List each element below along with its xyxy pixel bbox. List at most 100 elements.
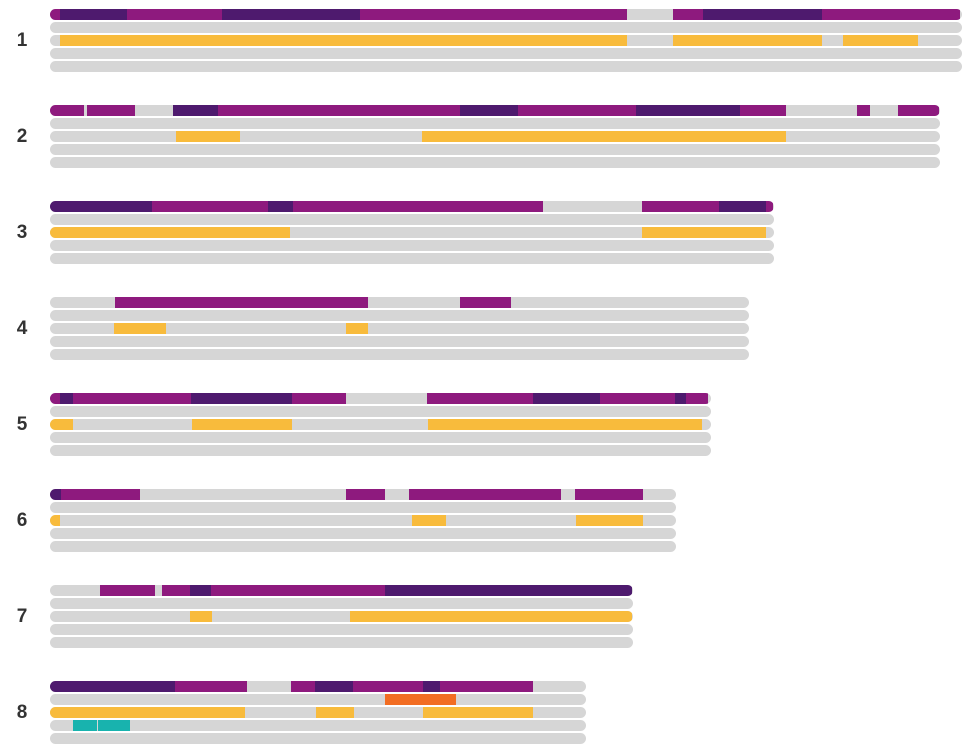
segment-purple bbox=[173, 105, 218, 116]
segment-yellow bbox=[176, 131, 240, 142]
chromosome-4-track-2 bbox=[50, 310, 749, 321]
chromosome-2-track-2 bbox=[50, 118, 940, 129]
chromosome-7-track-1 bbox=[50, 585, 633, 596]
chromosome-2-track-3 bbox=[50, 131, 940, 142]
chromosome-6-track-2 bbox=[50, 502, 676, 513]
segment-yellow bbox=[673, 35, 822, 46]
segment-magenta bbox=[575, 489, 643, 500]
segment-purple bbox=[385, 585, 632, 596]
segment-yellow bbox=[50, 515, 60, 526]
chromosome-5-track-5 bbox=[50, 445, 711, 456]
segment-magenta bbox=[686, 393, 708, 404]
chromosome-6-track-4 bbox=[50, 528, 676, 539]
segment-magenta bbox=[73, 393, 191, 404]
segment-magenta bbox=[115, 297, 368, 308]
segment-magenta bbox=[152, 201, 268, 212]
segment-magenta bbox=[740, 105, 786, 116]
chromosome-1-track-4 bbox=[50, 48, 962, 59]
segment-magenta bbox=[353, 681, 423, 692]
segment-purple bbox=[50, 201, 152, 212]
chromosome-3-track-2 bbox=[50, 214, 774, 225]
chromosome-4-track-3 bbox=[50, 323, 749, 334]
segment-yellow bbox=[350, 611, 632, 622]
segment-magenta bbox=[427, 393, 533, 404]
chromosome-2-track-5 bbox=[50, 157, 940, 168]
chromosome-label-3: 3 bbox=[16, 221, 28, 243]
segment-magenta bbox=[518, 105, 636, 116]
chromosome-3-track-3 bbox=[50, 227, 774, 238]
chromosome-8-track-4 bbox=[50, 720, 586, 731]
chromosome-label-8: 8 bbox=[16, 701, 28, 723]
segment-magenta bbox=[360, 9, 627, 20]
segment-magenta bbox=[50, 9, 60, 20]
segment-purple bbox=[50, 681, 175, 692]
chromosome-2-track-1 bbox=[50, 105, 940, 116]
segment-magenta bbox=[61, 489, 140, 500]
segment-magenta bbox=[857, 105, 870, 116]
segment-yellow bbox=[423, 707, 533, 718]
segment-yellow bbox=[190, 611, 212, 622]
segment-yellow bbox=[192, 419, 292, 430]
chromosome-1-track-1 bbox=[50, 9, 962, 20]
chromosome-5-track-3 bbox=[50, 419, 711, 430]
chromosome-8-track-5 bbox=[50, 733, 586, 744]
segment-orange bbox=[385, 694, 456, 705]
segment-purple bbox=[675, 393, 686, 404]
chromosome-1-track-5 bbox=[50, 61, 962, 72]
segment-magenta bbox=[211, 585, 385, 596]
segment-yellow bbox=[346, 323, 368, 334]
segment-teal bbox=[73, 720, 97, 731]
segment-magenta bbox=[292, 393, 346, 404]
segment-purple bbox=[190, 585, 211, 596]
segment-yellow bbox=[422, 131, 786, 142]
segment-purple bbox=[191, 393, 292, 404]
chromosome-label-2: 2 bbox=[16, 125, 28, 147]
segment-yellow bbox=[428, 419, 702, 430]
chromosome-6-track-3 bbox=[50, 515, 676, 526]
segment-magenta bbox=[822, 9, 960, 20]
chromosome-7-track-3 bbox=[50, 611, 633, 622]
chromosome-3-track-1 bbox=[50, 201, 774, 212]
segment-purple bbox=[460, 105, 518, 116]
segment-magenta bbox=[175, 681, 247, 692]
segment-purple bbox=[60, 393, 73, 404]
chromosome-5-track-1 bbox=[50, 393, 711, 404]
chromosome-5-track-2 bbox=[50, 406, 711, 417]
segment-yellow bbox=[50, 707, 245, 718]
segment-magenta bbox=[87, 105, 135, 116]
segment-magenta bbox=[293, 201, 543, 212]
segment-magenta bbox=[291, 681, 315, 692]
chromosome-label-6: 6 bbox=[16, 509, 28, 531]
segment-magenta bbox=[766, 201, 773, 212]
chromosome-1-track-2 bbox=[50, 22, 962, 33]
segment-purple bbox=[315, 681, 353, 692]
segment-teal bbox=[98, 720, 130, 731]
chromosome-5-track-4 bbox=[50, 432, 711, 443]
segment-magenta bbox=[50, 105, 84, 116]
chromosome-4-track-1 bbox=[50, 297, 749, 308]
segment-magenta bbox=[218, 105, 460, 116]
segment-purple bbox=[268, 201, 293, 212]
segment-purple bbox=[703, 9, 822, 20]
segment-yellow bbox=[50, 227, 290, 238]
segment-magenta bbox=[673, 9, 703, 20]
segment-purple bbox=[60, 9, 127, 20]
segment-purple bbox=[423, 681, 440, 692]
chromosome-8-track-3 bbox=[50, 707, 586, 718]
segment-magenta bbox=[460, 297, 511, 308]
segment-yellow bbox=[576, 515, 643, 526]
chromosome-label-7: 7 bbox=[16, 605, 28, 627]
segment-magenta bbox=[162, 585, 190, 596]
chromosome-3-track-5 bbox=[50, 253, 774, 264]
segment-purple bbox=[50, 489, 61, 500]
chromosome-label-1: 1 bbox=[16, 29, 28, 51]
chromosome-1-track-3 bbox=[50, 35, 962, 46]
chromosome-2-track-4 bbox=[50, 144, 940, 155]
segment-yellow bbox=[114, 323, 166, 334]
chromosome-6-track-5 bbox=[50, 541, 676, 552]
chromosome-4-track-5 bbox=[50, 349, 749, 360]
segment-magenta bbox=[600, 393, 675, 404]
segment-yellow bbox=[316, 707, 354, 718]
chromosome-6-track-1 bbox=[50, 489, 676, 500]
